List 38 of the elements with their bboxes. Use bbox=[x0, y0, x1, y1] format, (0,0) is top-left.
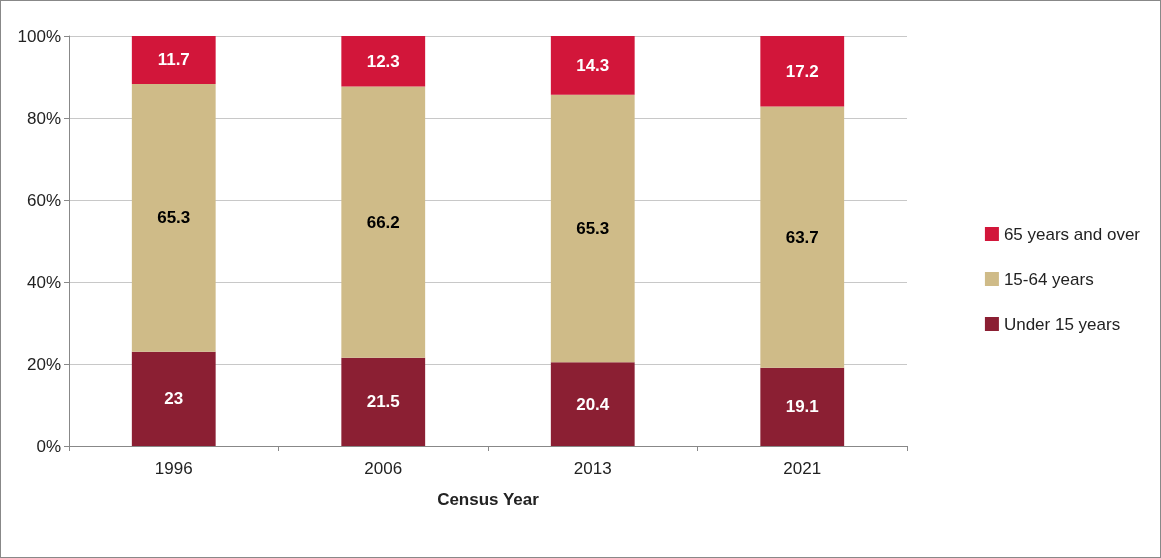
data-label: 66.2 bbox=[366, 212, 400, 232]
y-tick-label: 20% bbox=[26, 354, 61, 374]
bar bbox=[550, 94, 635, 363]
y-tick-label: 0% bbox=[36, 436, 61, 456]
data-label: 21.5 bbox=[366, 392, 400, 412]
bar bbox=[341, 36, 426, 87]
y-tick-label: 100% bbox=[17, 26, 61, 46]
y-tick-label: 80% bbox=[26, 108, 61, 128]
bar bbox=[760, 36, 845, 107]
data-label: 65.3 bbox=[576, 218, 610, 238]
legend-label: Under 15 years bbox=[1003, 314, 1121, 334]
bar bbox=[341, 357, 426, 446]
bar bbox=[131, 83, 216, 352]
data-label: 20.4 bbox=[576, 394, 610, 414]
x-tick-label: 2013 bbox=[573, 459, 612, 478]
data-label: 63.7 bbox=[785, 227, 819, 247]
data-label: 12.3 bbox=[366, 51, 400, 71]
y-tick-label: 40% bbox=[26, 272, 61, 292]
bar bbox=[131, 351, 216, 446]
data-label: 14.3 bbox=[576, 55, 610, 75]
y-tick-label: 60% bbox=[26, 190, 61, 210]
x-tick-label: 2006 bbox=[364, 459, 403, 478]
x-axis-title: Census Year bbox=[437, 490, 540, 509]
x-tick-label: 2021 bbox=[783, 459, 822, 478]
bar bbox=[131, 36, 216, 84]
data-label: 23 bbox=[164, 389, 184, 409]
legend-label: 65 years and over bbox=[1003, 224, 1141, 244]
data-label: 11.7 bbox=[157, 50, 190, 70]
data-label: 17.2 bbox=[785, 61, 819, 81]
x-tick-label: 1996 bbox=[154, 459, 193, 478]
bar bbox=[550, 36, 635, 95]
bar bbox=[760, 106, 845, 368]
data-label: 19.1 bbox=[785, 397, 819, 417]
bar bbox=[550, 362, 635, 446]
bar bbox=[760, 367, 845, 446]
legend-label: 15-64 years bbox=[1003, 269, 1094, 289]
bar bbox=[341, 86, 426, 358]
data-label: 65.3 bbox=[157, 208, 191, 228]
